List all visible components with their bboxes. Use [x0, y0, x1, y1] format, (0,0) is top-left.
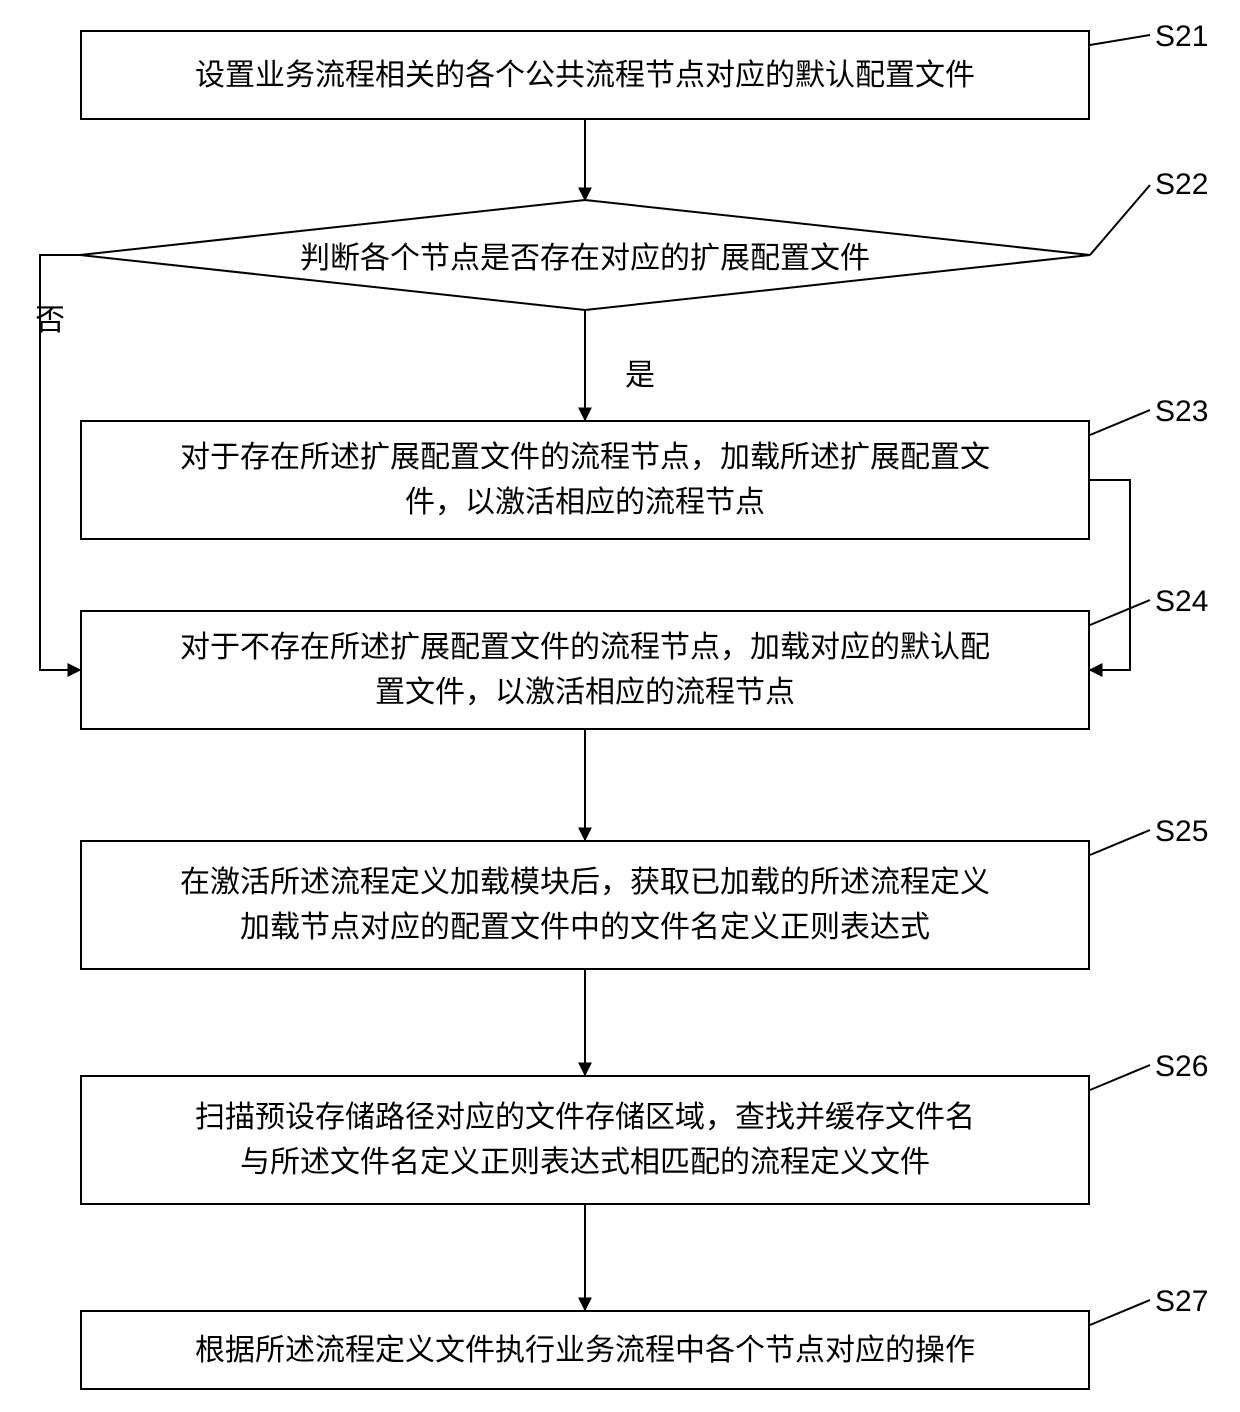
- node-label-s22: S22: [1155, 168, 1208, 202]
- node-label-s26: S26: [1155, 1050, 1208, 1084]
- node-text: 根据所述流程定义文件执行业务流程中各个节点对应的操作: [195, 1328, 975, 1373]
- node-text: 判断各个节点是否存在对应的扩展配置文件: [300, 233, 870, 277]
- flowchart-canvas: 设置业务流程相关的各个公共流程节点对应的默认配置文件 S21 判断各个节点是否存…: [0, 0, 1240, 1412]
- node-label-s25: S25: [1155, 815, 1208, 849]
- branch-no: 否: [35, 295, 65, 339]
- node-text: 对于不存在所述扩展配置文件的流程节点，加载对应的默认配 置文件，以激活相应的流程…: [180, 625, 990, 715]
- node-s26: 扫描预设存储路径对应的文件存储区域，查找并缓存文件名 与所述文件名定义正则表达式…: [80, 1075, 1090, 1205]
- node-text: 设置业务流程相关的各个公共流程节点对应的默认配置文件: [195, 53, 975, 98]
- node-s24: 对于不存在所述扩展配置文件的流程节点，加载对应的默认配 置文件，以激活相应的流程…: [80, 610, 1090, 730]
- node-s21: 设置业务流程相关的各个公共流程节点对应的默认配置文件: [80, 30, 1090, 120]
- node-s27: 根据所述流程定义文件执行业务流程中各个节点对应的操作: [80, 1310, 1090, 1390]
- node-text: 对于存在所述扩展配置文件的流程节点，加载所述扩展配置文 件，以激活相应的流程节点: [180, 435, 990, 525]
- node-label-s27: S27: [1155, 1285, 1208, 1319]
- node-s25: 在激活所述流程定义加载模块后，获取已加载的所述流程定义 加载节点对应的配置文件中…: [80, 840, 1090, 970]
- node-label-s23: S23: [1155, 395, 1208, 429]
- node-s22-text: 判断各个节点是否存在对应的扩展配置文件: [80, 200, 1090, 310]
- node-s23: 对于存在所述扩展配置文件的流程节点，加载所述扩展配置文 件，以激活相应的流程节点: [80, 420, 1090, 540]
- node-label-s21: S21: [1155, 20, 1208, 54]
- node-label-s24: S24: [1155, 585, 1208, 619]
- node-text: 扫描预设存储路径对应的文件存储区域，查找并缓存文件名 与所述文件名定义正则表达式…: [195, 1095, 975, 1185]
- branch-yes: 是: [625, 350, 655, 394]
- node-text: 在激活所述流程定义加载模块后，获取已加载的所述流程定义 加载节点对应的配置文件中…: [180, 860, 990, 950]
